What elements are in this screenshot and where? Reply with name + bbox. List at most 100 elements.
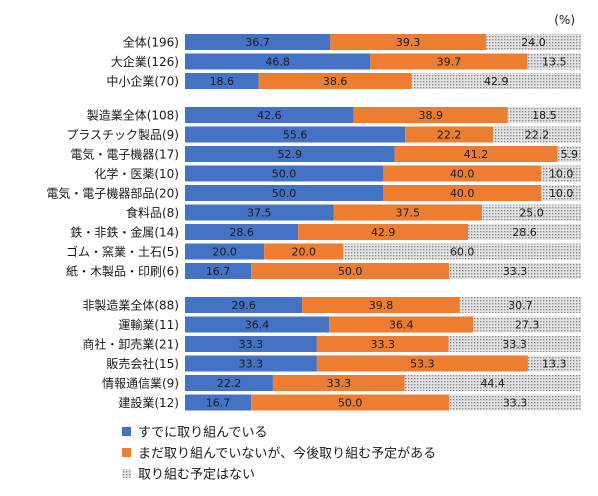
bar-segment — [298, 224, 469, 240]
bar-segment — [185, 336, 317, 352]
data-label: 41.2 — [464, 148, 489, 161]
bar-segment — [370, 53, 528, 70]
data-label: 5.9 — [561, 148, 579, 161]
data-label: 46.8 — [265, 56, 290, 69]
bar-segment — [185, 53, 371, 70]
bar-segment — [185, 107, 354, 123]
bar-segment — [459, 297, 581, 313]
bar-segment — [404, 375, 581, 391]
bar-segment — [185, 224, 299, 240]
bar-segment — [473, 316, 581, 333]
category-label: 建設業(12) — [118, 395, 179, 410]
data-label: 30.7 — [508, 299, 533, 312]
bar-segment — [251, 394, 450, 411]
data-label: 24.0 — [521, 36, 546, 49]
bar-segment — [507, 107, 581, 123]
data-label: 28.6 — [229, 226, 254, 239]
data-label: 39.8 — [369, 299, 394, 312]
bar-segment — [185, 316, 330, 333]
data-label: 16.7 — [206, 397, 231, 410]
bar-segment — [482, 204, 581, 221]
category-label: 製造業全体(108) — [87, 108, 179, 123]
bar-segment — [185, 126, 406, 143]
bar-segment — [411, 73, 581, 89]
bar-segment — [185, 375, 273, 391]
data-label: 27.3 — [515, 319, 540, 332]
data-label: 42.9 — [484, 75, 509, 88]
bar-segment — [185, 185, 383, 201]
bar-segment — [333, 204, 482, 221]
bar-segment — [405, 126, 494, 143]
data-label: 16.7 — [206, 265, 231, 278]
category-label: 電気・電子機器(17) — [70, 147, 179, 162]
data-label: 42.9 — [371, 226, 396, 239]
bar-segment — [449, 394, 581, 411]
data-label: 50.0 — [272, 168, 297, 181]
bar-segment — [316, 336, 449, 352]
data-label: 55.6 — [283, 129, 308, 142]
bar-segment — [185, 34, 331, 50]
data-label: 22.2 — [437, 129, 462, 142]
data-label: 33.3 — [239, 338, 264, 351]
data-label: 20.0 — [212, 246, 237, 259]
bar-segment — [541, 165, 581, 182]
category-label: 中小企業(70) — [106, 74, 179, 89]
category-label: ゴム・窯業・土石(5) — [66, 244, 179, 259]
bar-segment — [557, 146, 581, 162]
bar-segment — [185, 263, 252, 279]
data-label: 38.6 — [323, 75, 348, 88]
bar-segment — [383, 165, 542, 182]
data-label: 22.2 — [525, 129, 550, 142]
data-label: 52.9 — [277, 148, 302, 161]
data-label: 33.3 — [502, 338, 527, 351]
data-label: 36.4 — [245, 319, 270, 332]
legend-label: すでに取り組んでいる — [138, 426, 267, 441]
data-label: 10.0 — [549, 187, 574, 200]
data-label: 10.0 — [549, 168, 574, 181]
bar-segment — [185, 165, 383, 182]
category-label: 情報通信業(9) — [102, 377, 179, 391]
category-label: 鉄・非鉄・金属(14) — [70, 225, 179, 240]
data-label: 33.3 — [503, 265, 528, 278]
bar-segment — [316, 355, 528, 372]
data-label: 33.3 — [371, 338, 396, 351]
category-label: 商社・卸売業(21) — [82, 337, 179, 352]
bar-segment — [343, 243, 581, 260]
data-label: 22.2 — [217, 377, 242, 390]
legend-label: 取り組む予定はない — [138, 468, 255, 483]
data-label: 36.7 — [245, 36, 270, 49]
data-label: 33.3 — [239, 358, 264, 371]
bar-segment — [329, 316, 474, 333]
data-label: 13.5 — [542, 56, 567, 69]
data-label: 50.0 — [272, 187, 297, 200]
bar-segment — [258, 73, 412, 89]
bar-segment — [185, 204, 334, 221]
data-label: 18.6 — [210, 75, 235, 88]
bar-segment — [527, 53, 581, 70]
category-label: 紙・木製品・印刷(6) — [66, 264, 179, 279]
bar-segment — [448, 336, 581, 352]
bar-segment — [330, 34, 486, 50]
data-label: 50.0 — [338, 265, 363, 278]
bar-segment — [185, 146, 395, 162]
category-label: 食料品(8) — [126, 205, 179, 220]
data-label: 20.0 — [292, 246, 317, 259]
bar-segment — [185, 394, 252, 411]
data-label: 33.3 — [503, 397, 528, 410]
bar-segment — [541, 185, 581, 201]
legend-swatch — [122, 448, 131, 457]
data-label: 18.5 — [532, 109, 557, 122]
bar-segment — [485, 34, 581, 50]
bar-segment — [185, 297, 303, 313]
category-label: 全体(196) — [123, 35, 179, 50]
category-label: 運輸業(11) — [118, 317, 179, 332]
category-label: 電気・電子機器部品(20) — [46, 186, 179, 201]
data-label: 28.6 — [512, 226, 537, 239]
bar-segment — [383, 185, 542, 201]
bar-segment — [302, 297, 460, 313]
bar-segment — [185, 243, 265, 260]
category-label: 大企業(126) — [111, 54, 179, 69]
data-label: 38.9 — [418, 109, 443, 122]
